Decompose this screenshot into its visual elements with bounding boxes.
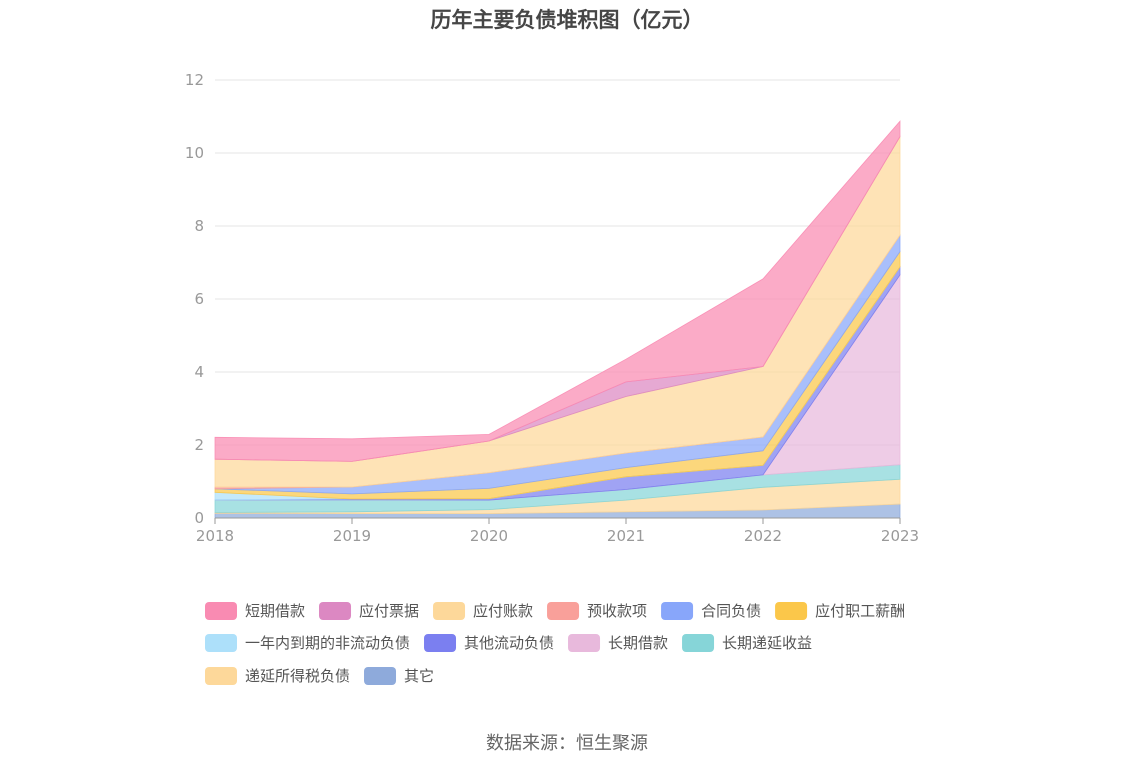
legend-swatch: [661, 602, 694, 620]
y-tick-label: 4: [194, 363, 204, 381]
x-tick-label: 2019: [333, 527, 371, 545]
series-area-短期借款: [214, 120, 901, 462]
y-tick-label: 2: [194, 436, 204, 454]
legend-swatch: [433, 602, 466, 620]
legend-swatch: [205, 667, 237, 685]
legend-label: 短期借款: [245, 602, 305, 620]
legend-swatch: [424, 634, 457, 652]
x-tick-label: 2023: [881, 527, 919, 545]
legend-swatch: [547, 602, 580, 620]
legend-swatch: [775, 602, 808, 620]
y-tick-label: 12: [185, 71, 204, 89]
legend-swatch: [364, 667, 397, 685]
y-tick-label: 10: [185, 144, 204, 162]
legend-label: 递延所得税负债: [245, 667, 350, 685]
legend-swatch: [319, 602, 352, 620]
y-tick-label: 8: [194, 217, 204, 235]
legend-swatch: [568, 634, 601, 652]
legend-label: 应付职工薪酬: [815, 602, 905, 620]
legend-label: 长期递延收益: [722, 634, 812, 652]
data-source: 数据来源：恒生聚源: [486, 733, 648, 754]
legend-swatch: [205, 634, 237, 652]
x-tick-label: 2018: [196, 527, 234, 545]
legend-label: 一年内到期的非流动负债: [245, 634, 410, 652]
legend-label: 应付账款: [473, 602, 533, 620]
legend-swatch: [682, 634, 715, 652]
legend-label: 预收款项: [587, 602, 647, 620]
x-tick-label: 2021: [607, 527, 645, 545]
legend-label: 长期借款: [608, 634, 668, 652]
legend-label: 其他流动负债: [464, 634, 554, 652]
legend-swatch: [205, 602, 237, 620]
legend-label: 应付票据: [359, 602, 419, 620]
x-tick-label: 2022: [744, 527, 782, 545]
chart-title: 历年主要负债堆积图（亿元）: [430, 8, 704, 32]
legend-label: 合同负债: [701, 602, 761, 620]
x-tick-label: 2020: [470, 527, 508, 545]
y-tick-label: 0: [194, 509, 204, 527]
y-tick-label: 6: [194, 290, 204, 308]
legend-label: 其它: [404, 667, 434, 685]
